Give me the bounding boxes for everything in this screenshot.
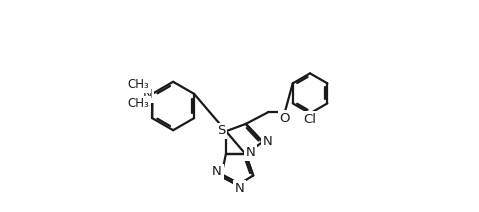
Text: N: N — [246, 146, 255, 159]
Text: CH₃: CH₃ — [127, 97, 149, 110]
Text: Cl: Cl — [304, 113, 317, 126]
Text: N: N — [235, 182, 244, 195]
Text: N: N — [142, 88, 152, 101]
Text: N: N — [262, 135, 272, 148]
Text: CH₃: CH₃ — [127, 78, 149, 91]
Text: N: N — [212, 165, 222, 179]
Text: O: O — [280, 112, 290, 125]
Text: S: S — [217, 124, 225, 137]
